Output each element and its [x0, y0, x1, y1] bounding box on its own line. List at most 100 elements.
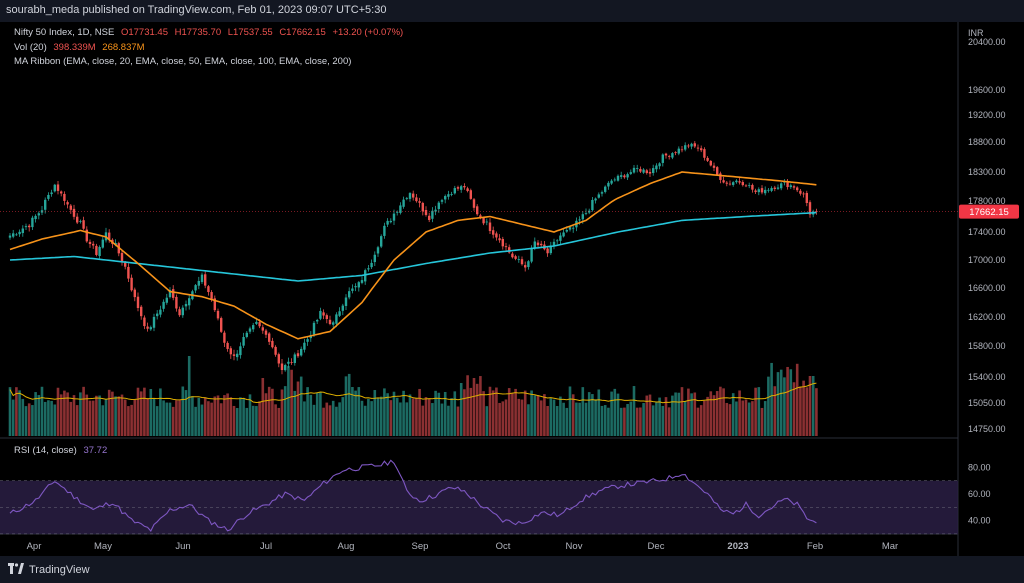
volume-bar — [725, 402, 729, 436]
legend-close: C17662.15 — [279, 27, 326, 38]
candle-body — [98, 246, 101, 257]
price-tick-label: 17400.00 — [968, 227, 1006, 237]
volume-bar — [357, 387, 361, 436]
rsi-tick-label: 40.00 — [968, 516, 991, 526]
volume-bar — [66, 392, 69, 436]
volume-bar — [763, 401, 767, 436]
volume-bar — [507, 388, 511, 436]
volume-bar — [664, 397, 668, 436]
volume-bar — [431, 403, 434, 436]
candle-body — [66, 202, 69, 205]
candle-body — [194, 285, 197, 291]
candle-body — [239, 346, 242, 356]
candle-body — [629, 172, 632, 174]
volume-bar — [488, 386, 492, 436]
volume-bar — [459, 382, 463, 436]
candle-body — [607, 182, 610, 187]
candle-body — [540, 243, 543, 246]
candle-body — [159, 309, 162, 315]
candle-body — [584, 213, 588, 214]
volume-bar — [123, 399, 127, 436]
volume-bar — [245, 407, 249, 436]
volume-bar — [344, 376, 348, 436]
volume-bar — [587, 392, 591, 436]
volume-bar — [351, 387, 354, 436]
volume-bar — [130, 404, 133, 436]
candle-body — [175, 296, 178, 309]
candle-body — [693, 143, 696, 147]
volume-bar — [456, 406, 460, 436]
volume-bar — [290, 369, 293, 436]
volume-bar — [338, 402, 341, 436]
candle-body — [200, 274, 204, 283]
volume-bar — [690, 393, 693, 436]
volume-bar — [82, 386, 85, 436]
volume-bar — [59, 394, 63, 436]
volume-bar — [415, 397, 418, 436]
volume-bar — [162, 400, 165, 436]
price-tick-label: 19200.00 — [968, 110, 1006, 120]
volume-bar — [187, 356, 191, 436]
candle-body — [181, 307, 184, 316]
candle-body — [661, 154, 664, 163]
volume-bar — [168, 402, 172, 436]
candle-body — [428, 215, 431, 220]
candle-body — [444, 196, 447, 200]
candle-body — [44, 199, 47, 210]
time-tick-label: Jul — [260, 541, 272, 552]
candle-body — [504, 246, 508, 248]
candle-body — [252, 325, 255, 330]
volume-bar — [783, 377, 786, 436]
candle-body — [760, 188, 764, 193]
legend-change: +13.20 (+0.07%) — [332, 27, 404, 38]
candle-body — [290, 362, 293, 363]
volume-bar — [175, 400, 178, 436]
volume-bar — [197, 397, 201, 436]
candle-body — [588, 210, 591, 213]
candle-body — [184, 303, 188, 307]
candle-body — [386, 220, 389, 225]
volume-bar — [427, 398, 431, 436]
volume-bar — [75, 405, 79, 436]
volume-bar — [242, 397, 245, 436]
candle-body — [63, 193, 66, 201]
volume-bar — [447, 405, 450, 436]
volume-bar — [104, 399, 108, 436]
volume-bar — [267, 386, 271, 436]
volume-bar — [469, 387, 473, 436]
volume-bar — [85, 394, 89, 436]
volume-bar — [559, 396, 562, 436]
legend-ohlc: Nifty 50 Index, 1D, NSE O17731.45 H17735… — [14, 27, 403, 38]
candle-body — [15, 234, 18, 236]
volume-bar — [738, 390, 741, 436]
tradingview-logo[interactable]: TradingView — [8, 563, 90, 576]
chart-panel[interactable]: INR 20400.00 19600.00 19200.00 18800.00 18300… — [0, 22, 1024, 556]
volume-bar — [21, 398, 25, 436]
legend-volume-value: 398.339M — [53, 42, 96, 53]
candle-body — [271, 340, 274, 348]
candlesticks — [8, 141, 818, 375]
volume-bar — [805, 387, 809, 436]
candle-body — [805, 192, 808, 203]
volume-bar — [642, 403, 645, 436]
legend-volume-ma-value: 268.837M — [102, 42, 145, 53]
candle-body — [632, 167, 636, 173]
candle-body — [748, 185, 751, 187]
candle-body — [248, 328, 252, 332]
candle-body — [450, 194, 453, 195]
volume-bar — [655, 402, 658, 436]
candle-body — [300, 348, 303, 356]
volume-bar — [40, 386, 44, 436]
volume-bar — [37, 395, 41, 436]
volume-bar — [799, 386, 802, 436]
volume-bar — [111, 391, 114, 436]
candle-body — [488, 222, 492, 232]
candle-body — [383, 225, 386, 236]
volume-bar — [101, 405, 105, 436]
volume-bar — [565, 407, 569, 436]
candle-body — [322, 312, 325, 316]
volume-bar — [597, 389, 601, 436]
candle-body — [360, 280, 364, 283]
candle-body — [146, 326, 149, 329]
